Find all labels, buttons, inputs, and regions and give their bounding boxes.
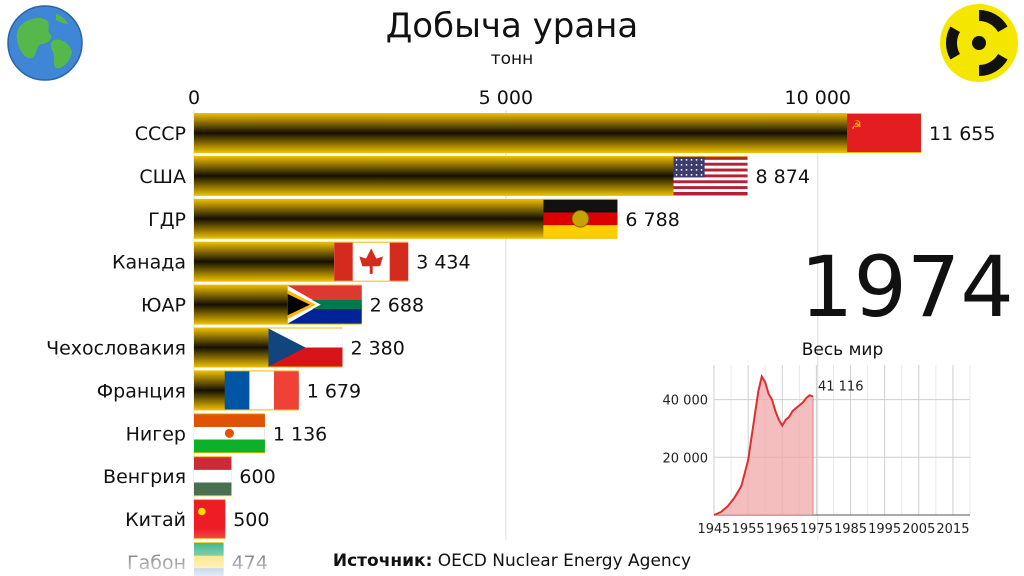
flag-niger-icon <box>194 414 265 453</box>
bar <box>194 113 921 153</box>
world-area <box>714 376 813 515</box>
value-label: 2 688 <box>370 295 424 317</box>
value-label: 3 434 <box>416 252 470 274</box>
bar-row: ГДР 6 788 <box>148 198 680 239</box>
x-tick-label: 5 000 <box>479 87 533 109</box>
value-label: 600 <box>239 466 275 488</box>
world-x-tick-label: 2015 <box>936 522 969 537</box>
flag-usa-icon <box>673 156 748 196</box>
category-label: Венгрия <box>103 466 186 488</box>
flag-hungary-icon <box>194 457 232 496</box>
category-label: Нигер <box>126 423 186 445</box>
category-label: Чехословакия <box>46 338 186 360</box>
category-label: Китай <box>125 509 186 531</box>
world-y-tick-label: 20 000 <box>663 451 709 466</box>
category-label: Канада <box>112 252 186 274</box>
bottom-fade <box>0 528 1024 576</box>
value-label: 1 679 <box>307 380 361 402</box>
world-x-tick-label: 1985 <box>834 522 867 537</box>
bar-row: СССР ☭ 11 655 <box>135 113 995 153</box>
world-x-tick-label: 1955 <box>732 522 765 537</box>
bar-row: ЮАР 2 688 <box>141 284 424 325</box>
flag-czechoslovakia-icon <box>268 328 343 367</box>
bar-row: Нигер 1 136 <box>126 413 327 454</box>
world-chart-title: Весь мир <box>801 340 884 360</box>
bar-row: Канада 3 434 <box>112 241 471 282</box>
chart-subtitle: тонн <box>490 49 534 69</box>
globe-icon <box>7 5 83 81</box>
x-tick-label: 10 000 <box>785 87 851 109</box>
flag-south-africa-icon <box>287 285 362 324</box>
source-label: Источник: <box>332 551 433 571</box>
value-label: 2 380 <box>350 338 404 360</box>
category-label: ЮАР <box>141 295 186 317</box>
world-x-tick-label: 2005 <box>902 522 935 537</box>
year-label: 1974 <box>800 238 1014 336</box>
world-line <box>713 373 814 516</box>
world-x-tick-label: 1965 <box>766 522 799 537</box>
bar-row: Франция 1 679 <box>97 370 361 411</box>
chart-title: Добыча урана <box>385 6 639 46</box>
source-text: OECD Nuclear Energy Agency <box>437 551 692 571</box>
x-tick-label: 0 <box>188 87 200 109</box>
value-label: 11 655 <box>929 123 995 145</box>
category-label: СССР <box>135 123 186 145</box>
world-x-tick-label: 1975 <box>800 522 833 537</box>
world-x-tick-label: 1945 <box>697 522 730 537</box>
bar-row: Венгрия 600 <box>103 456 276 497</box>
value-label: 1 136 <box>273 423 327 445</box>
bar-row: США 8 874 <box>139 155 810 196</box>
flag-france-icon <box>224 371 299 410</box>
source-note: Источник: OECD Nuclear Energy Agency <box>0 551 1024 571</box>
svg-text:☭: ☭ <box>851 118 862 132</box>
flag-gdr-icon <box>543 199 618 238</box>
bar-row: Чехословакия 2 380 <box>46 327 405 368</box>
flag-canada-icon <box>334 242 409 281</box>
value-label: 500 <box>233 509 269 531</box>
category-label: США <box>139 166 186 188</box>
bar <box>194 155 748 196</box>
value-label: 8 874 <box>756 166 810 188</box>
category-label: Франция <box>97 380 186 402</box>
world-x-tick-label: 1995 <box>868 522 901 537</box>
bar-chart: 0 5 000 10 000 СССР ☭ 11 655 США 8 874 ГДР 6 788… <box>0 87 1024 576</box>
world-y-tick-label: 40 000 <box>663 394 709 409</box>
world-last-value-label: 41 116 <box>818 379 864 394</box>
radiation-icon <box>939 3 1019 83</box>
value-label: 6 788 <box>625 209 679 231</box>
category-label: ГДР <box>148 209 186 231</box>
flag-ussr-icon: ☭ <box>847 114 921 152</box>
